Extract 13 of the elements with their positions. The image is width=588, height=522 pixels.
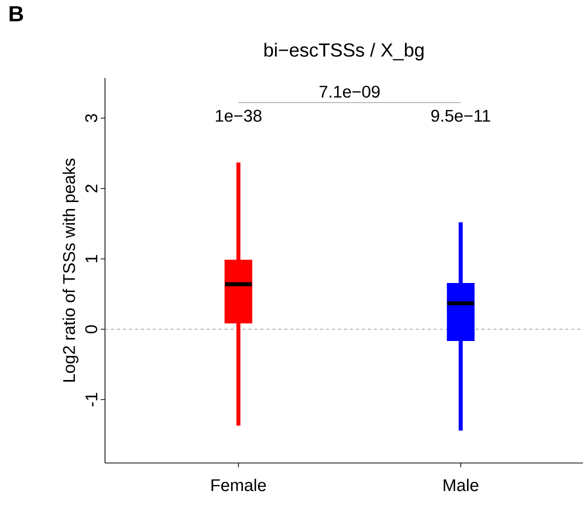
y-tick-label: 1 xyxy=(86,254,98,262)
y-tick-label: 0 xyxy=(85,325,98,334)
y-tick-label: 2 xyxy=(85,184,98,192)
y-tick-label: -1 xyxy=(86,392,98,406)
text: B xyxy=(10,6,24,22)
x-tick-label: Female xyxy=(212,478,266,492)
chart-title: bi−escTSSs / X_bg xyxy=(264,42,424,60)
annotation: 9.5e−11 xyxy=(431,110,490,122)
annotation: 1e−38 xyxy=(216,110,262,122)
y-axis-title: Log2 ratio of TSSs with peaks xyxy=(62,158,78,382)
y-tick-label: 3 xyxy=(85,114,98,122)
x-tick-label: Male xyxy=(444,478,478,492)
annotation: 7.1e−09 xyxy=(320,86,380,98)
